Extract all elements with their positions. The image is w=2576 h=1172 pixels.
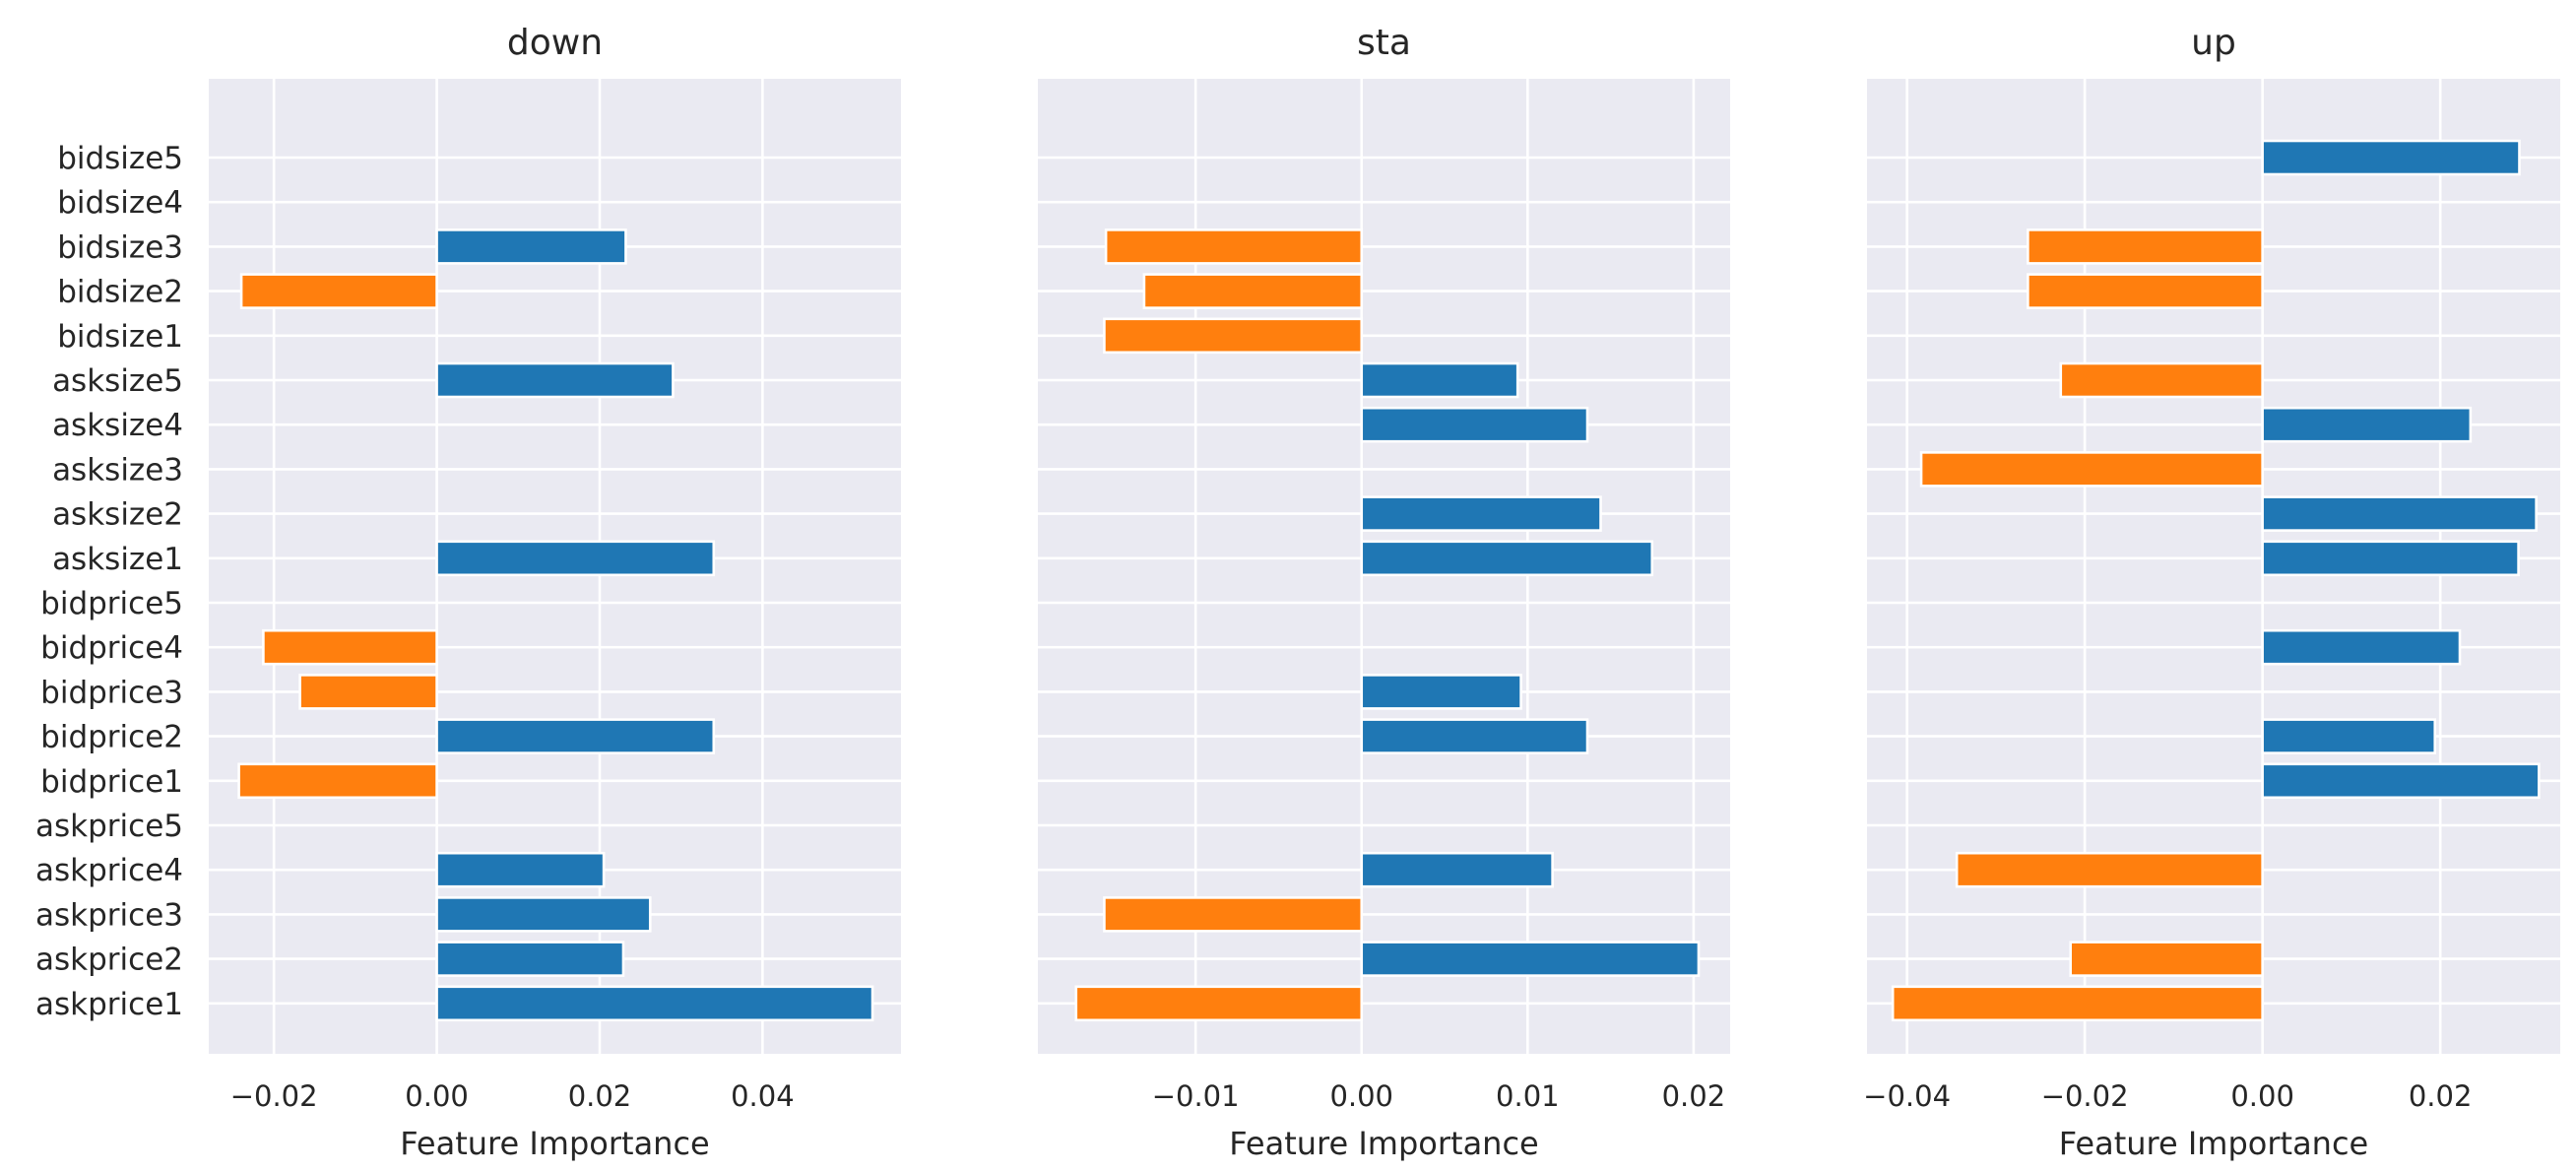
bar-down-bidprice4 — [262, 628, 438, 666]
y-tick-label: askprice2 — [35, 943, 183, 978]
x-axis-label: Feature Importance — [400, 1125, 709, 1162]
x-axis-label: Feature Importance — [1229, 1125, 1538, 1162]
bar-down-askprice3 — [435, 896, 652, 933]
x-tick-label: 0.00 — [1329, 1079, 1393, 1113]
bar-up-askprice4 — [1955, 851, 2264, 888]
panel-up: −0.04 −0.02 0.00 0.02 Feature Importance up — [1863, 23, 2560, 1162]
y-tick-label: bidprice3 — [40, 675, 183, 710]
bar-up-asksize5 — [2059, 361, 2264, 399]
bar-up-askprice1 — [1891, 985, 2264, 1022]
x-tick-label: 0.00 — [405, 1079, 469, 1113]
y-tick-label: askprice5 — [35, 809, 183, 844]
bar-sta-asksize2 — [1360, 495, 1602, 532]
x-tick-label: −0.02 — [2041, 1079, 2129, 1113]
x-tick-label: −0.04 — [1863, 1079, 1951, 1113]
bar-down-bidprice3 — [298, 674, 438, 710]
bar-up-askprice2 — [2069, 941, 2264, 977]
bar-down-askprice2 — [435, 941, 625, 977]
bar-sta-asksize4 — [1360, 406, 1589, 443]
panel-sta: −0.01 0.00 0.01 0.02 Feature Importance sta — [1038, 23, 1730, 1162]
x-tick-label: 0.02 — [568, 1079, 632, 1113]
bar-up-bidprice1 — [2261, 762, 2541, 800]
x-tick-label: −0.01 — [1152, 1079, 1240, 1113]
bar-sta-asksize1 — [1360, 540, 1654, 577]
x-tick-label: 0.01 — [1496, 1079, 1560, 1113]
bar-up-bidsize3 — [2027, 228, 2264, 265]
bar-down-askprice1 — [435, 985, 874, 1022]
x-tick-label: −0.02 — [230, 1079, 318, 1113]
y-tick-label: bidsize5 — [57, 141, 183, 176]
y-tick-label: bidprice1 — [40, 764, 183, 800]
bar-sta-askprice3 — [1103, 896, 1364, 933]
y-tick-label: bidprice2 — [40, 720, 183, 755]
y-tick-label: asksize4 — [52, 408, 183, 443]
y-tick-label: bidprice5 — [40, 586, 183, 621]
x-tick-label: 0.02 — [1662, 1079, 1726, 1113]
bar-down-bidprice2 — [435, 718, 716, 754]
bar-sta-bidsize1 — [1103, 317, 1364, 355]
y-tick-label: askprice3 — [35, 897, 183, 933]
y-tick-label: askprice4 — [35, 853, 183, 888]
bar-up-asksize2 — [2261, 495, 2538, 532]
bar-sta-bidsize3 — [1104, 228, 1364, 265]
y-tick-label: bidsize4 — [57, 185, 183, 221]
y-tick-label: asksize2 — [52, 497, 183, 533]
bar-sta-askprice1 — [1074, 985, 1364, 1022]
y-tick-label: asksize3 — [52, 452, 183, 488]
x-tick-label: 0.04 — [731, 1079, 795, 1113]
bar-sta-bidprice3 — [1360, 674, 1522, 710]
y-tick-label: askprice1 — [35, 987, 183, 1022]
bar-sta-askprice2 — [1360, 941, 1701, 977]
panel-down: −0.02 0.00 0.02 0.04 Feature Importance down a… — [35, 23, 901, 1162]
y-tick-label: bidsize2 — [57, 275, 183, 310]
x-tick-label: 0.00 — [2230, 1079, 2294, 1113]
bar-down-asksize1 — [435, 540, 716, 577]
bar-up-bidsize5 — [2261, 139, 2521, 176]
y-tick-label: bidsize3 — [57, 229, 183, 265]
bar-up-asksize1 — [2261, 540, 2520, 577]
y-tick-label: bidsize1 — [57, 319, 183, 355]
panel-title: sta — [1357, 23, 1411, 63]
y-tick-label: asksize1 — [52, 542, 183, 577]
bar-down-bidsize3 — [435, 228, 627, 265]
bar-sta-bidprice2 — [1360, 718, 1589, 754]
bar-down-asksize5 — [435, 361, 675, 399]
x-axis-label: Feature Importance — [2059, 1125, 2368, 1162]
bar-sta-bidsize2 — [1142, 273, 1364, 309]
bar-up-asksize4 — [2261, 406, 2473, 443]
bar-up-bidsize2 — [2027, 273, 2264, 309]
panel-title: down — [507, 23, 603, 63]
y-tick-label: bidprice4 — [40, 630, 183, 666]
bar-up-asksize3 — [1919, 451, 2264, 488]
bar-sta-askprice4 — [1360, 851, 1554, 888]
bar-up-bidprice4 — [2261, 628, 2462, 666]
panel-title: up — [2191, 23, 2236, 63]
bar-down-bidsize2 — [239, 273, 438, 309]
bar-up-bidprice2 — [2261, 718, 2437, 754]
y-tick-label: asksize5 — [52, 363, 183, 399]
bar-down-askprice4 — [435, 851, 606, 888]
bar-sta-asksize5 — [1360, 361, 1519, 399]
x-tick-label: 0.02 — [2409, 1079, 2473, 1113]
bar-down-bidprice1 — [237, 762, 438, 800]
